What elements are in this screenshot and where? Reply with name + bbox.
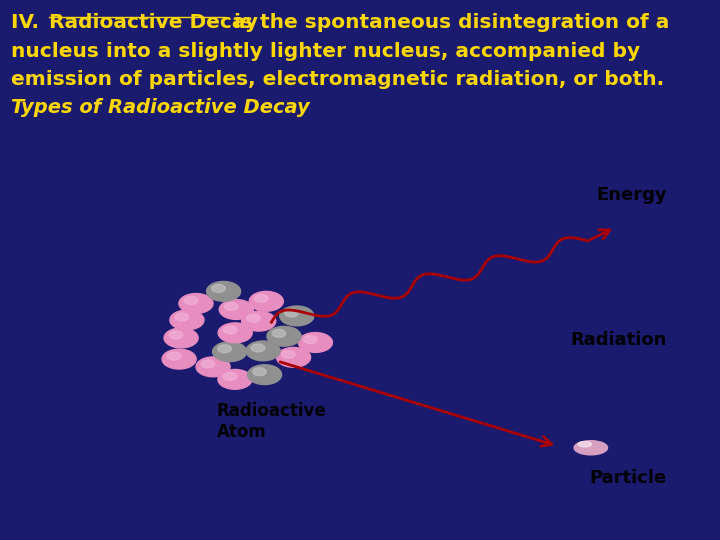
Circle shape: [225, 302, 238, 310]
Circle shape: [162, 349, 196, 369]
Circle shape: [207, 281, 240, 301]
Circle shape: [212, 285, 225, 292]
Circle shape: [223, 373, 237, 380]
Circle shape: [253, 368, 266, 376]
Text: Radiation: Radiation: [570, 331, 667, 349]
Circle shape: [212, 342, 247, 362]
Text: Particle: Particle: [590, 469, 667, 487]
Circle shape: [242, 311, 276, 331]
Text: nucleus into a slightly lighter nucleus, accompanied by: nucleus into a slightly lighter nucleus,…: [11, 42, 640, 60]
Circle shape: [282, 350, 295, 359]
Circle shape: [164, 328, 198, 348]
Text: Radioactive Decay: Radioactive Decay: [49, 14, 258, 32]
Circle shape: [248, 364, 282, 384]
Text: Types of Radioactive Decay: Types of Radioactive Decay: [11, 98, 310, 117]
Text: Radioactive: Radioactive: [217, 402, 326, 420]
Text: Energy: Energy: [596, 186, 667, 204]
Circle shape: [184, 296, 198, 305]
Circle shape: [175, 313, 189, 321]
Text: IV.: IV.: [11, 14, 53, 32]
Circle shape: [285, 309, 299, 317]
Ellipse shape: [578, 442, 591, 447]
Circle shape: [247, 314, 261, 322]
Circle shape: [196, 357, 230, 377]
Circle shape: [254, 294, 268, 302]
Circle shape: [223, 326, 237, 334]
Circle shape: [217, 345, 231, 353]
Circle shape: [170, 310, 204, 330]
Circle shape: [246, 341, 280, 361]
Circle shape: [267, 326, 301, 346]
Ellipse shape: [574, 441, 608, 455]
Circle shape: [276, 347, 310, 367]
Text: is the spontaneous disintegration of a: is the spontaneous disintegration of a: [227, 14, 669, 32]
Circle shape: [249, 292, 284, 311]
Circle shape: [220, 300, 253, 320]
Text: emission of particles, electromagnetic radiation, or both.: emission of particles, electromagnetic r…: [11, 70, 664, 89]
Text: Atom: Atom: [217, 423, 266, 441]
Circle shape: [169, 331, 183, 339]
Circle shape: [303, 335, 317, 343]
Circle shape: [179, 294, 213, 313]
Circle shape: [218, 369, 252, 389]
Circle shape: [272, 329, 286, 338]
Circle shape: [251, 344, 265, 352]
Circle shape: [201, 360, 215, 368]
Circle shape: [167, 352, 181, 360]
Circle shape: [298, 333, 333, 353]
Circle shape: [280, 306, 314, 326]
Circle shape: [218, 323, 252, 343]
